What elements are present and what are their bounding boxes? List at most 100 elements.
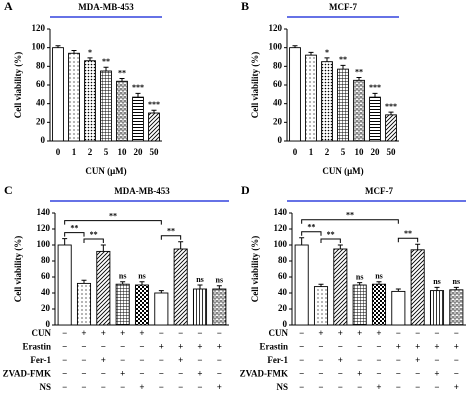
error-bar: [120, 281, 126, 285]
bracket: [64, 220, 162, 225]
treatment-sign: +: [357, 328, 362, 338]
error-bar: [337, 244, 343, 249]
treatment-sign: −: [299, 355, 304, 365]
bracket: [301, 231, 322, 236]
bar: [429, 290, 445, 326]
bracket-label: **: [327, 230, 335, 239]
y-tick-label: 0: [278, 135, 283, 145]
y-tick-label: 40: [41, 287, 51, 297]
error-bar: [135, 92, 141, 98]
x-tick-label: 5: [104, 147, 109, 157]
y-tick-label: 20: [41, 303, 51, 313]
y-tick-label: 60: [36, 79, 46, 89]
panel-title: MDA-MB-453: [78, 2, 134, 12]
x-tick-label: 50: [387, 147, 397, 157]
bar: [96, 250, 111, 326]
error-bar: [216, 285, 222, 289]
significance-label: *: [325, 48, 329, 57]
bar: [148, 112, 160, 142]
y-tick-label: 100: [37, 239, 51, 249]
treatment-sign: +: [101, 328, 106, 338]
treatment-sign: +: [338, 355, 343, 365]
y-axis-label: Cell viability (%): [13, 52, 23, 119]
treatment-name: Fer-1: [267, 355, 288, 365]
bar: [294, 244, 309, 326]
x-tick-label: 2: [88, 147, 93, 157]
treatment-sign: −: [197, 382, 202, 392]
error-bar: [197, 284, 203, 289]
treatment-sign: −: [178, 382, 183, 392]
y-tick-label: 140: [274, 207, 288, 217]
bracket-label: **: [307, 223, 315, 232]
treatment-sign: −: [159, 369, 164, 379]
error-bar: [340, 64, 346, 70]
error-bar: [71, 49, 77, 54]
x-tick-label: 20: [134, 147, 144, 157]
treatment-sign: −: [81, 342, 86, 352]
treatment-sign: −: [81, 382, 86, 392]
bracket: [83, 238, 104, 243]
error-bar: [87, 57, 93, 61]
treatment-sign: −: [396, 355, 401, 365]
significance-label: ***: [369, 83, 381, 92]
treatment-sign: +: [139, 382, 144, 392]
bar: [173, 248, 188, 326]
error-bar: [324, 57, 330, 62]
x-tick-label: 0: [293, 147, 298, 157]
treatment-sign: −: [357, 355, 362, 365]
panel-letter: A: [4, 0, 13, 13]
treatment-sign: −: [120, 382, 125, 392]
treatment-sign: −: [120, 342, 125, 352]
treatment-sign: −: [139, 342, 144, 352]
bar: [353, 79, 365, 142]
bar: [289, 47, 301, 142]
y-tick-label: 120: [274, 223, 288, 233]
treatment-sign: −: [159, 328, 164, 338]
error-bar: [178, 241, 184, 249]
panel-letter: C: [4, 183, 13, 197]
treatment-sign: −: [159, 355, 164, 365]
error-bar: [62, 238, 68, 245]
y-tick-label: 20: [36, 116, 46, 126]
treatment-sign: +: [217, 382, 222, 392]
treatment-sign: −: [357, 342, 362, 352]
treatment-sign: −: [120, 355, 125, 365]
treatment-sign: −: [434, 382, 439, 392]
error-bar: [100, 244, 106, 252]
treatment-sign: −: [62, 328, 67, 338]
x-tick-label: 5: [341, 147, 346, 157]
treatment-sign: −: [81, 355, 86, 365]
treatment-sign: −: [197, 355, 202, 365]
significance-label: ***: [385, 102, 397, 111]
panel-title: MCF-7: [329, 2, 357, 12]
treatment-sign: +: [415, 342, 420, 352]
treatment-sign: −: [396, 328, 401, 338]
treatment-sign: −: [139, 355, 144, 365]
x-tick-label: 1: [309, 147, 314, 157]
significance-label: ns: [216, 276, 224, 285]
treatment-sign: −: [197, 328, 202, 338]
treatment-sign: +: [396, 342, 401, 352]
significance-label: **: [102, 57, 110, 66]
treatment-sign: +: [197, 369, 202, 379]
treatment-sign: −: [217, 355, 222, 365]
bracket-label: **: [90, 230, 98, 239]
error-bar: [356, 77, 362, 81]
treatment-sign: −: [81, 369, 86, 379]
y-tick-label: 80: [278, 255, 288, 265]
y-tick-label: 40: [273, 98, 283, 108]
treatment-sign: −: [318, 382, 323, 392]
treatment-sign: −: [415, 382, 420, 392]
significance-label: ***: [132, 83, 144, 92]
treatment-sign: +: [120, 369, 125, 379]
significance-label: ns: [138, 272, 146, 281]
treatment-sign: −: [62, 342, 67, 352]
bar: [385, 114, 397, 142]
x-axis-label: CUN (μM): [85, 166, 126, 176]
treatment-sign: +: [434, 369, 439, 379]
treatment-sign: −: [376, 369, 381, 379]
treatment-sign: +: [376, 328, 381, 338]
bracket-label: **: [167, 227, 175, 236]
treatment-sign: −: [101, 369, 106, 379]
treatment-sign: +: [120, 328, 125, 338]
